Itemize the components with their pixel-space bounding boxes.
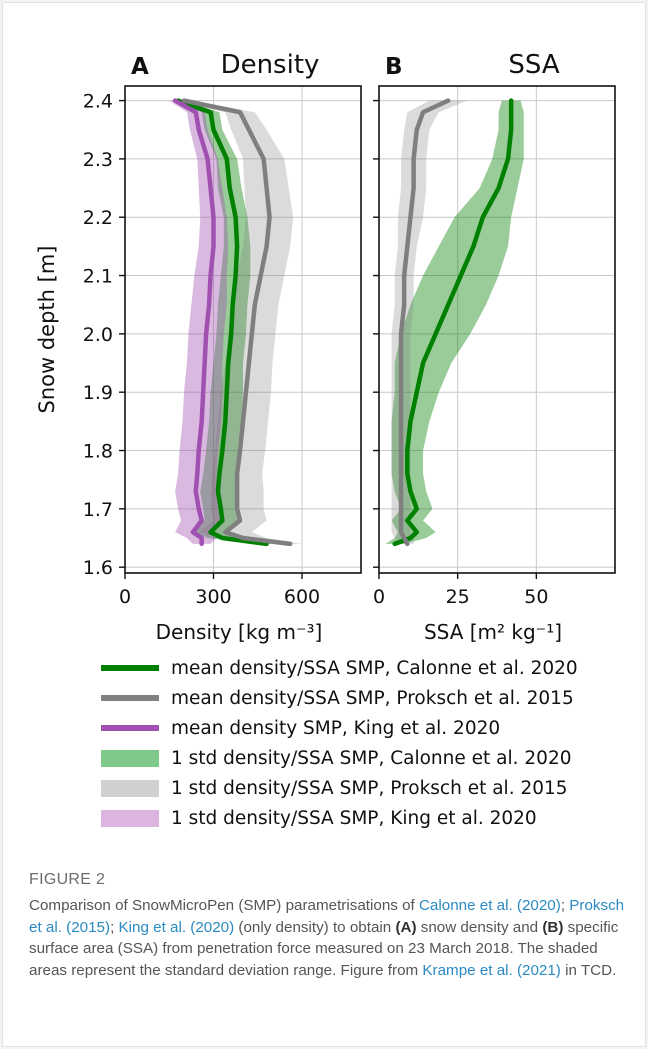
legend-item: 1 std density/SSA SMP, Proksch et al. 20… bbox=[101, 773, 641, 803]
legend-band-swatch bbox=[101, 779, 159, 797]
figure-label: FIGURE 2 bbox=[29, 871, 106, 888]
caption-text-part: (only density) to obtain bbox=[234, 918, 396, 936]
y-tick-label: 1.6 bbox=[83, 557, 113, 579]
legend-label: 1 std density/SSA SMP, King et al. 2020 bbox=[171, 807, 537, 829]
series-line bbox=[392, 98, 514, 547]
chart-legend: mean density/SSA SMP, Calonne et al. 202… bbox=[101, 653, 641, 833]
panel-ref-b: (B) bbox=[542, 918, 564, 936]
series-line bbox=[175, 98, 269, 547]
y-tick-label: 2.4 bbox=[83, 91, 113, 113]
reference-link-proksch[interactable]: Proksch et al. (2015) bbox=[29, 897, 625, 936]
series-line bbox=[398, 98, 451, 547]
x-tick-label: 300 bbox=[195, 586, 231, 608]
legend-line-swatch bbox=[101, 725, 159, 731]
series-line bbox=[181, 98, 293, 547]
caption-text-part: specific surface area (SSA) from penetra… bbox=[29, 918, 619, 979]
caption-text-part: ; bbox=[110, 918, 119, 936]
legend-item: mean density SMP, King et al. 2020 bbox=[101, 713, 641, 743]
x-tick-label: 25 bbox=[446, 586, 470, 608]
y-tick-label: 1.7 bbox=[83, 499, 113, 521]
y-tick-label: 1.8 bbox=[83, 441, 113, 463]
legend-band-swatch bbox=[101, 749, 159, 767]
std-band bbox=[385, 100, 524, 544]
std-band bbox=[172, 100, 276, 544]
y-axis-label: Snow depth [m] bbox=[35, 246, 59, 414]
panel-title: SSA bbox=[508, 50, 559, 80]
caption-text-part: in TCD. bbox=[560, 961, 617, 979]
legend-item: mean density/SSA SMP, Proksch et al. 201… bbox=[101, 683, 641, 713]
y-tick-label: 2.1 bbox=[83, 266, 113, 288]
caption-text-part: snow density and bbox=[416, 918, 543, 936]
figure-chart: 0 300 600 1.6 1.7 1.8 1.9 2.0 2.1 2.2 2.3 2.4 A Densi… bbox=[35, 50, 616, 644]
axes-frame bbox=[378, 85, 616, 574]
x-axis-label: Density [kg m⁻³] bbox=[156, 620, 323, 644]
y-tick-label: 2.0 bbox=[83, 324, 113, 346]
reference-link-king[interactable]: King et al. (2020) bbox=[118, 918, 235, 936]
panel-letter: B bbox=[385, 54, 403, 80]
legend-label: mean density/SSA SMP, Proksch et al. 201… bbox=[171, 687, 574, 709]
x-tick-label: 0 bbox=[373, 586, 385, 608]
y-tick-label: 1.9 bbox=[83, 382, 113, 404]
y-tick-label: 2.2 bbox=[83, 207, 113, 229]
legend-label: mean density SMP, King et al. 2020 bbox=[171, 717, 501, 739]
legend-line-swatch bbox=[101, 695, 159, 701]
caption-text-part: ; bbox=[560, 897, 570, 914]
axes-frame bbox=[124, 85, 362, 574]
y-tick-label: 2.3 bbox=[83, 149, 113, 171]
legend-line-swatch bbox=[101, 665, 159, 671]
legend-item: mean density/SSA SMP, Calonne et al. 202… bbox=[101, 653, 641, 683]
x-tick-label: 600 bbox=[284, 586, 320, 608]
x-axis-label: SSA [m² kg⁻¹] bbox=[424, 620, 562, 644]
x-tick-label: 0 bbox=[119, 586, 131, 608]
legend-label: 1 std density/SSA SMP, Proksch et al. 20… bbox=[171, 777, 568, 799]
reference-link-calonne[interactable]: Calonne et al. (2020) bbox=[418, 897, 561, 914]
legend-item: 1 std density/SSA SMP, Calonne et al. 20… bbox=[101, 743, 641, 773]
series-line bbox=[172, 98, 216, 547]
caption-text: Comparison of SnowMicroPen (SMP) paramet… bbox=[29, 895, 634, 981]
panel-letter: A bbox=[131, 54, 149, 80]
legend-item: 1 std density/SSA SMP, King et al. 2020 bbox=[101, 803, 641, 833]
panel-title: Density bbox=[221, 50, 320, 80]
panel-ref-a: (A) bbox=[395, 918, 417, 936]
figure-caption: FIGURE 2 Comparison of SnowMicroPen (SMP… bbox=[29, 871, 634, 981]
legend-band-swatch bbox=[101, 809, 159, 827]
legend-label: mean density/SSA SMP, Calonne et al. 202… bbox=[171, 657, 578, 679]
legend-label: 1 std density/SSA SMP, Calonne et al. 20… bbox=[171, 747, 572, 769]
caption-text-part: Comparison of SnowMicroPen (SMP) paramet… bbox=[29, 897, 419, 914]
reference-link-krampe[interactable]: Krampe et al. (2021) bbox=[422, 961, 561, 979]
x-tick-label: 50 bbox=[524, 586, 548, 608]
